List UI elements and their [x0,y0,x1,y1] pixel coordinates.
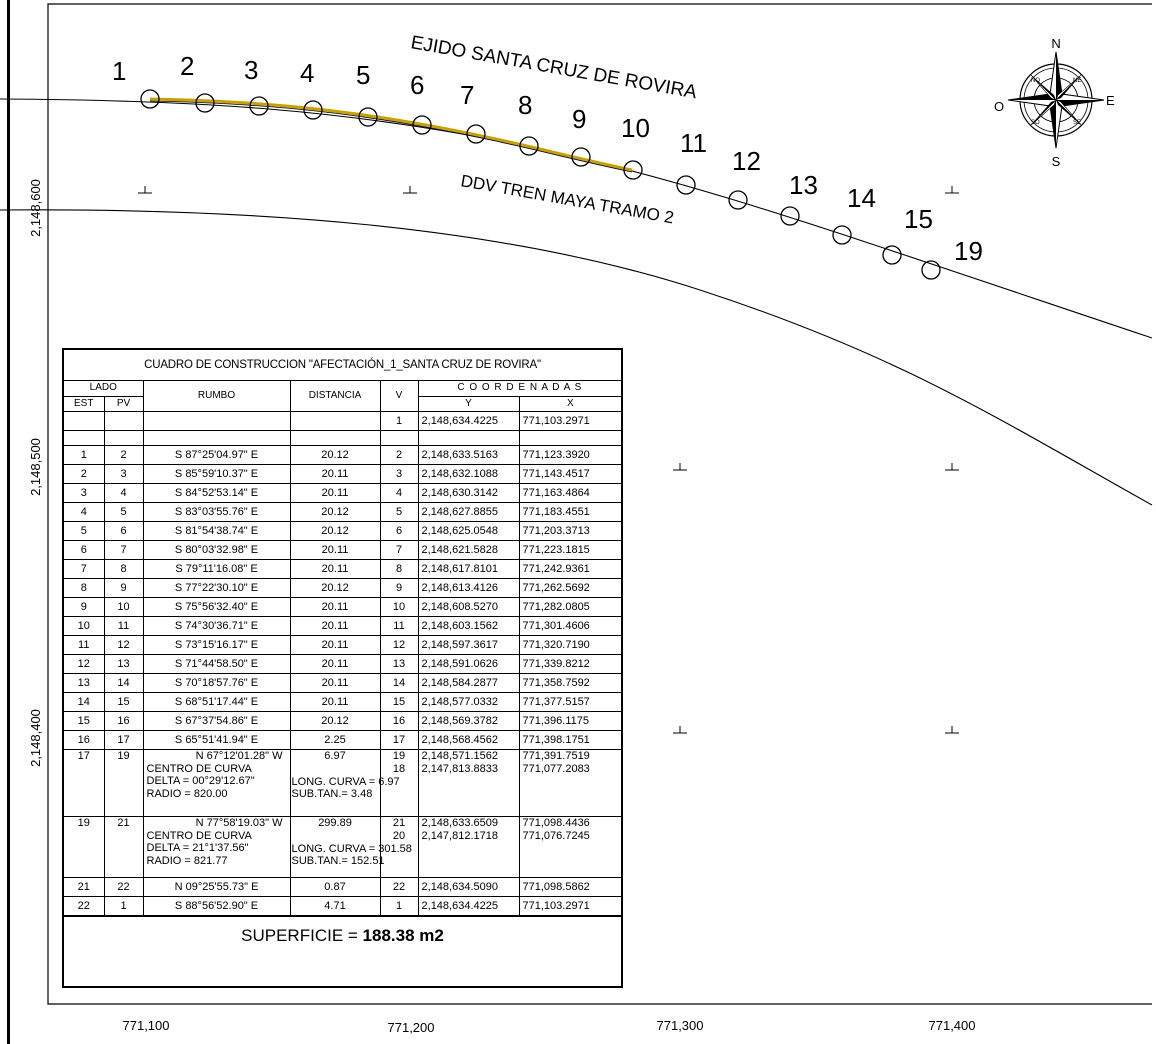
vertex-circle [623,160,643,180]
vertex-circle [832,225,852,245]
svg-text:SE: SE [1073,120,1081,126]
vertex-label: 1 [112,56,126,86]
table-spacer-row [64,430,622,446]
header-lado: LADO [64,381,144,397]
vertex-circle [921,260,941,280]
vertex-label: 12 [732,146,761,176]
construction-grid: LADO RUMBO DISTANCIA V C O O R D E N A D… [64,381,622,916]
vertex-circle [466,124,486,144]
table-row: 12 13 S 71°44'58.50" E 20.11 13 2,148,591.062… [64,654,622,674]
table-title: CUADRO DE CONSTRUCCION "AFECTACIÓN_1_SAN… [64,350,621,381]
svg-text:N: N [1051,36,1060,51]
vertex-label: 11 [680,128,707,158]
vertex-circle [780,206,800,226]
ddv-boundary-line [0,209,1153,506]
table-row: 15 16 S 67°37'54.86" E 20.12 16 2,148,569.378… [64,711,622,731]
vertex-circle [412,115,432,135]
vertex-circle [195,93,215,113]
vertex-label: 14 [847,183,876,213]
table-row: 14 15 S 68°51'17.44" E 20.11 15 2,148,577.033… [64,692,622,712]
header-est: EST [64,395,105,412]
ejido-label: EJIDO SANTA CRUZ DE ROVIRA [409,32,699,103]
vertex-circle [882,245,902,265]
vertex-circles [140,89,941,280]
header-pv: PV [103,395,144,412]
vertex-label: 3 [244,55,258,85]
x-tick-771200: 771,200 [388,1020,435,1035]
table-row: 16 17 S 65°51'41.94" E 2.25 17 2,148,568.4562… [64,730,622,750]
vertex-circle [728,190,748,210]
y-tick-2148500: 2,148,500 [28,438,43,496]
table-row: 10 11 S 74°30'36.71" E 20.11 11 2,148,603.156… [64,616,622,636]
compass-rose-icon: N S E O NO NE SO SE [994,36,1115,169]
vertex-label: 15 [904,204,933,234]
svg-text:NE: NE [1073,78,1081,84]
vertex-label: 4 [300,58,314,88]
vertex-label: 19 [954,236,983,266]
svg-text:SO: SO [1031,120,1040,126]
vertex-label: 2 [180,51,194,81]
svg-text:NO: NO [1031,78,1040,84]
x-tick-771300: 771,300 [657,1018,704,1033]
x-tick-771400: 771,400 [929,1018,976,1033]
vertex-label: 6 [410,70,424,100]
vertex-circle [358,107,378,127]
vertex-label: 5 [356,60,370,90]
table-row: 22 1 S 88°56'52.90" E 4.71 1 2,148,634.4225 77… [64,896,622,916]
vertex-label: 7 [460,80,474,110]
construction-table: CUADRO DE CONSTRUCCION "AFECTACIÓN_1_SAN… [62,348,623,988]
table-row: 11 12 S 73°15'16.17" E 20.11 12 2,148,597.361… [64,635,622,655]
svg-text:O: O [994,99,1004,114]
table-row-curve-1: 17 19 N 67°12'01.28" W CENTRO DE CURVA D… [64,749,622,817]
svg-text:E: E [1106,93,1115,108]
vertex-circle [519,136,539,156]
vertex-circle [249,96,269,116]
left-border-bar [7,0,10,1044]
table-row-start: 1 2,148,634.4225 771,103.2971 [64,411,622,431]
table-row-curve-2: 19 21 N 77°58'19.03" W CENTRO DE CURVA D… [64,816,622,878]
header-x: X [518,395,622,412]
table-row: 21 22 N 09°25'55.73" E 0.87 22 2,148,634.5090… [64,877,622,897]
vertex-label: 9 [572,104,586,134]
vertex-circle [676,175,696,195]
ejido-boundary-line [0,98,1153,339]
header-rumbo: RUMBO [142,381,291,412]
ddv-label: DDV TREN MAYA TRAMO 2 [459,171,675,227]
affected-strip [149,97,633,172]
table-row: 13 14 S 70°18'57.76" E 20.11 14 2,148,584.287… [64,673,622,693]
vertex-label: 10 [621,113,650,143]
header-v: V [379,381,419,412]
vertex-circle [303,100,323,120]
header-y: Y [417,395,520,412]
vertex-label: 8 [518,90,532,120]
superficie: SUPERFICIE = 188.38 m2 [64,916,621,955]
vertex-circle [140,89,160,109]
vertex-circle [571,147,591,167]
header-coordenadas: C O O R D E N A D A S [417,381,622,397]
drawing-frame [47,3,1152,1005]
svg-text:S: S [1052,154,1061,169]
y-tick-2148600: 2,148,600 [28,179,43,237]
grid-crosses [138,186,959,734]
y-tick-2148400: 2,148,400 [28,709,43,767]
x-tick-771100: 771,100 [123,1018,170,1033]
table-row: 9 10 S 75°56'32.40" E 20.11 10 2,148,608.5270… [64,597,622,617]
vertex-label: 13 [789,170,818,200]
header-distancia: DISTANCIA [289,381,381,412]
